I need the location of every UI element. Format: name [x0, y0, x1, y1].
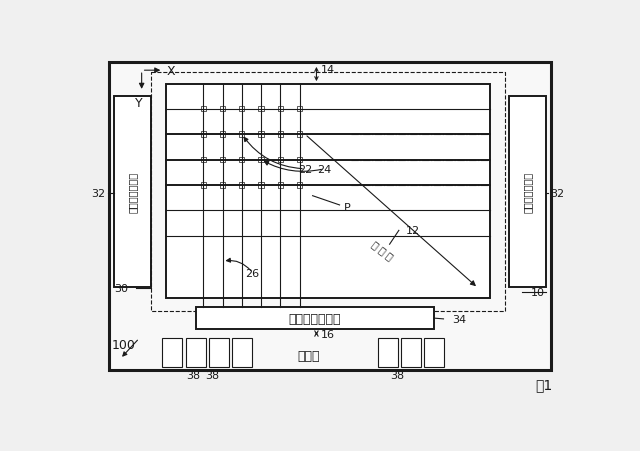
Bar [232, 338, 252, 368]
Text: 38: 38 [186, 370, 200, 380]
Bar [239, 157, 244, 163]
Text: 32: 32 [92, 189, 106, 199]
Bar [509, 97, 546, 287]
Bar [166, 85, 490, 299]
Bar [297, 132, 302, 138]
Bar [200, 157, 206, 163]
Text: 24: 24 [317, 164, 332, 175]
Bar [200, 183, 206, 188]
Text: 図1: 図1 [535, 377, 552, 391]
Text: 34: 34 [452, 314, 466, 324]
Bar [424, 338, 444, 368]
Bar [297, 107, 302, 112]
Text: 走査線駆動回路: 走査線駆動回路 [522, 171, 532, 212]
Bar [278, 107, 283, 112]
Bar [200, 107, 206, 112]
Text: P: P [344, 203, 351, 213]
Bar [259, 157, 264, 163]
Text: 38: 38 [205, 370, 220, 380]
Text: Y: Y [135, 97, 142, 110]
Bar [114, 97, 151, 287]
Bar [109, 63, 551, 371]
Bar [220, 107, 225, 112]
Bar [259, 107, 264, 112]
Bar [278, 132, 283, 138]
Text: 16: 16 [321, 330, 335, 340]
Text: 26: 26 [246, 268, 260, 278]
Bar [209, 338, 228, 368]
Text: 12: 12 [406, 226, 420, 236]
Bar [259, 183, 264, 188]
Text: X: X [167, 64, 176, 78]
Bar [297, 183, 302, 188]
Bar [259, 132, 264, 138]
Bar [278, 157, 283, 163]
Bar [151, 74, 505, 312]
Text: 22: 22 [298, 164, 312, 175]
Text: 30: 30 [115, 284, 129, 294]
Text: 信号線駆動回路: 信号線駆動回路 [289, 312, 341, 325]
Bar [378, 338, 398, 368]
Bar [220, 132, 225, 138]
Text: 100: 100 [112, 338, 136, 351]
Bar [239, 183, 244, 188]
Text: 32: 32 [550, 189, 564, 199]
Bar [297, 157, 302, 163]
Bar [239, 132, 244, 138]
Bar [239, 107, 244, 112]
Bar [278, 183, 283, 188]
Bar [401, 338, 421, 368]
Text: 38: 38 [390, 370, 404, 380]
Bar [220, 157, 225, 163]
Bar [220, 183, 225, 188]
Text: 10: 10 [531, 287, 545, 297]
Text: ・・・: ・・・ [298, 350, 320, 363]
Text: ・ ・ ・: ・ ・ ・ [369, 239, 394, 261]
Bar [196, 308, 435, 329]
Bar [186, 338, 205, 368]
Bar [163, 338, 182, 368]
Bar [200, 132, 206, 138]
Text: 14: 14 [321, 64, 335, 74]
Text: 走査線駆動回路: 走査線駆動回路 [127, 171, 138, 212]
